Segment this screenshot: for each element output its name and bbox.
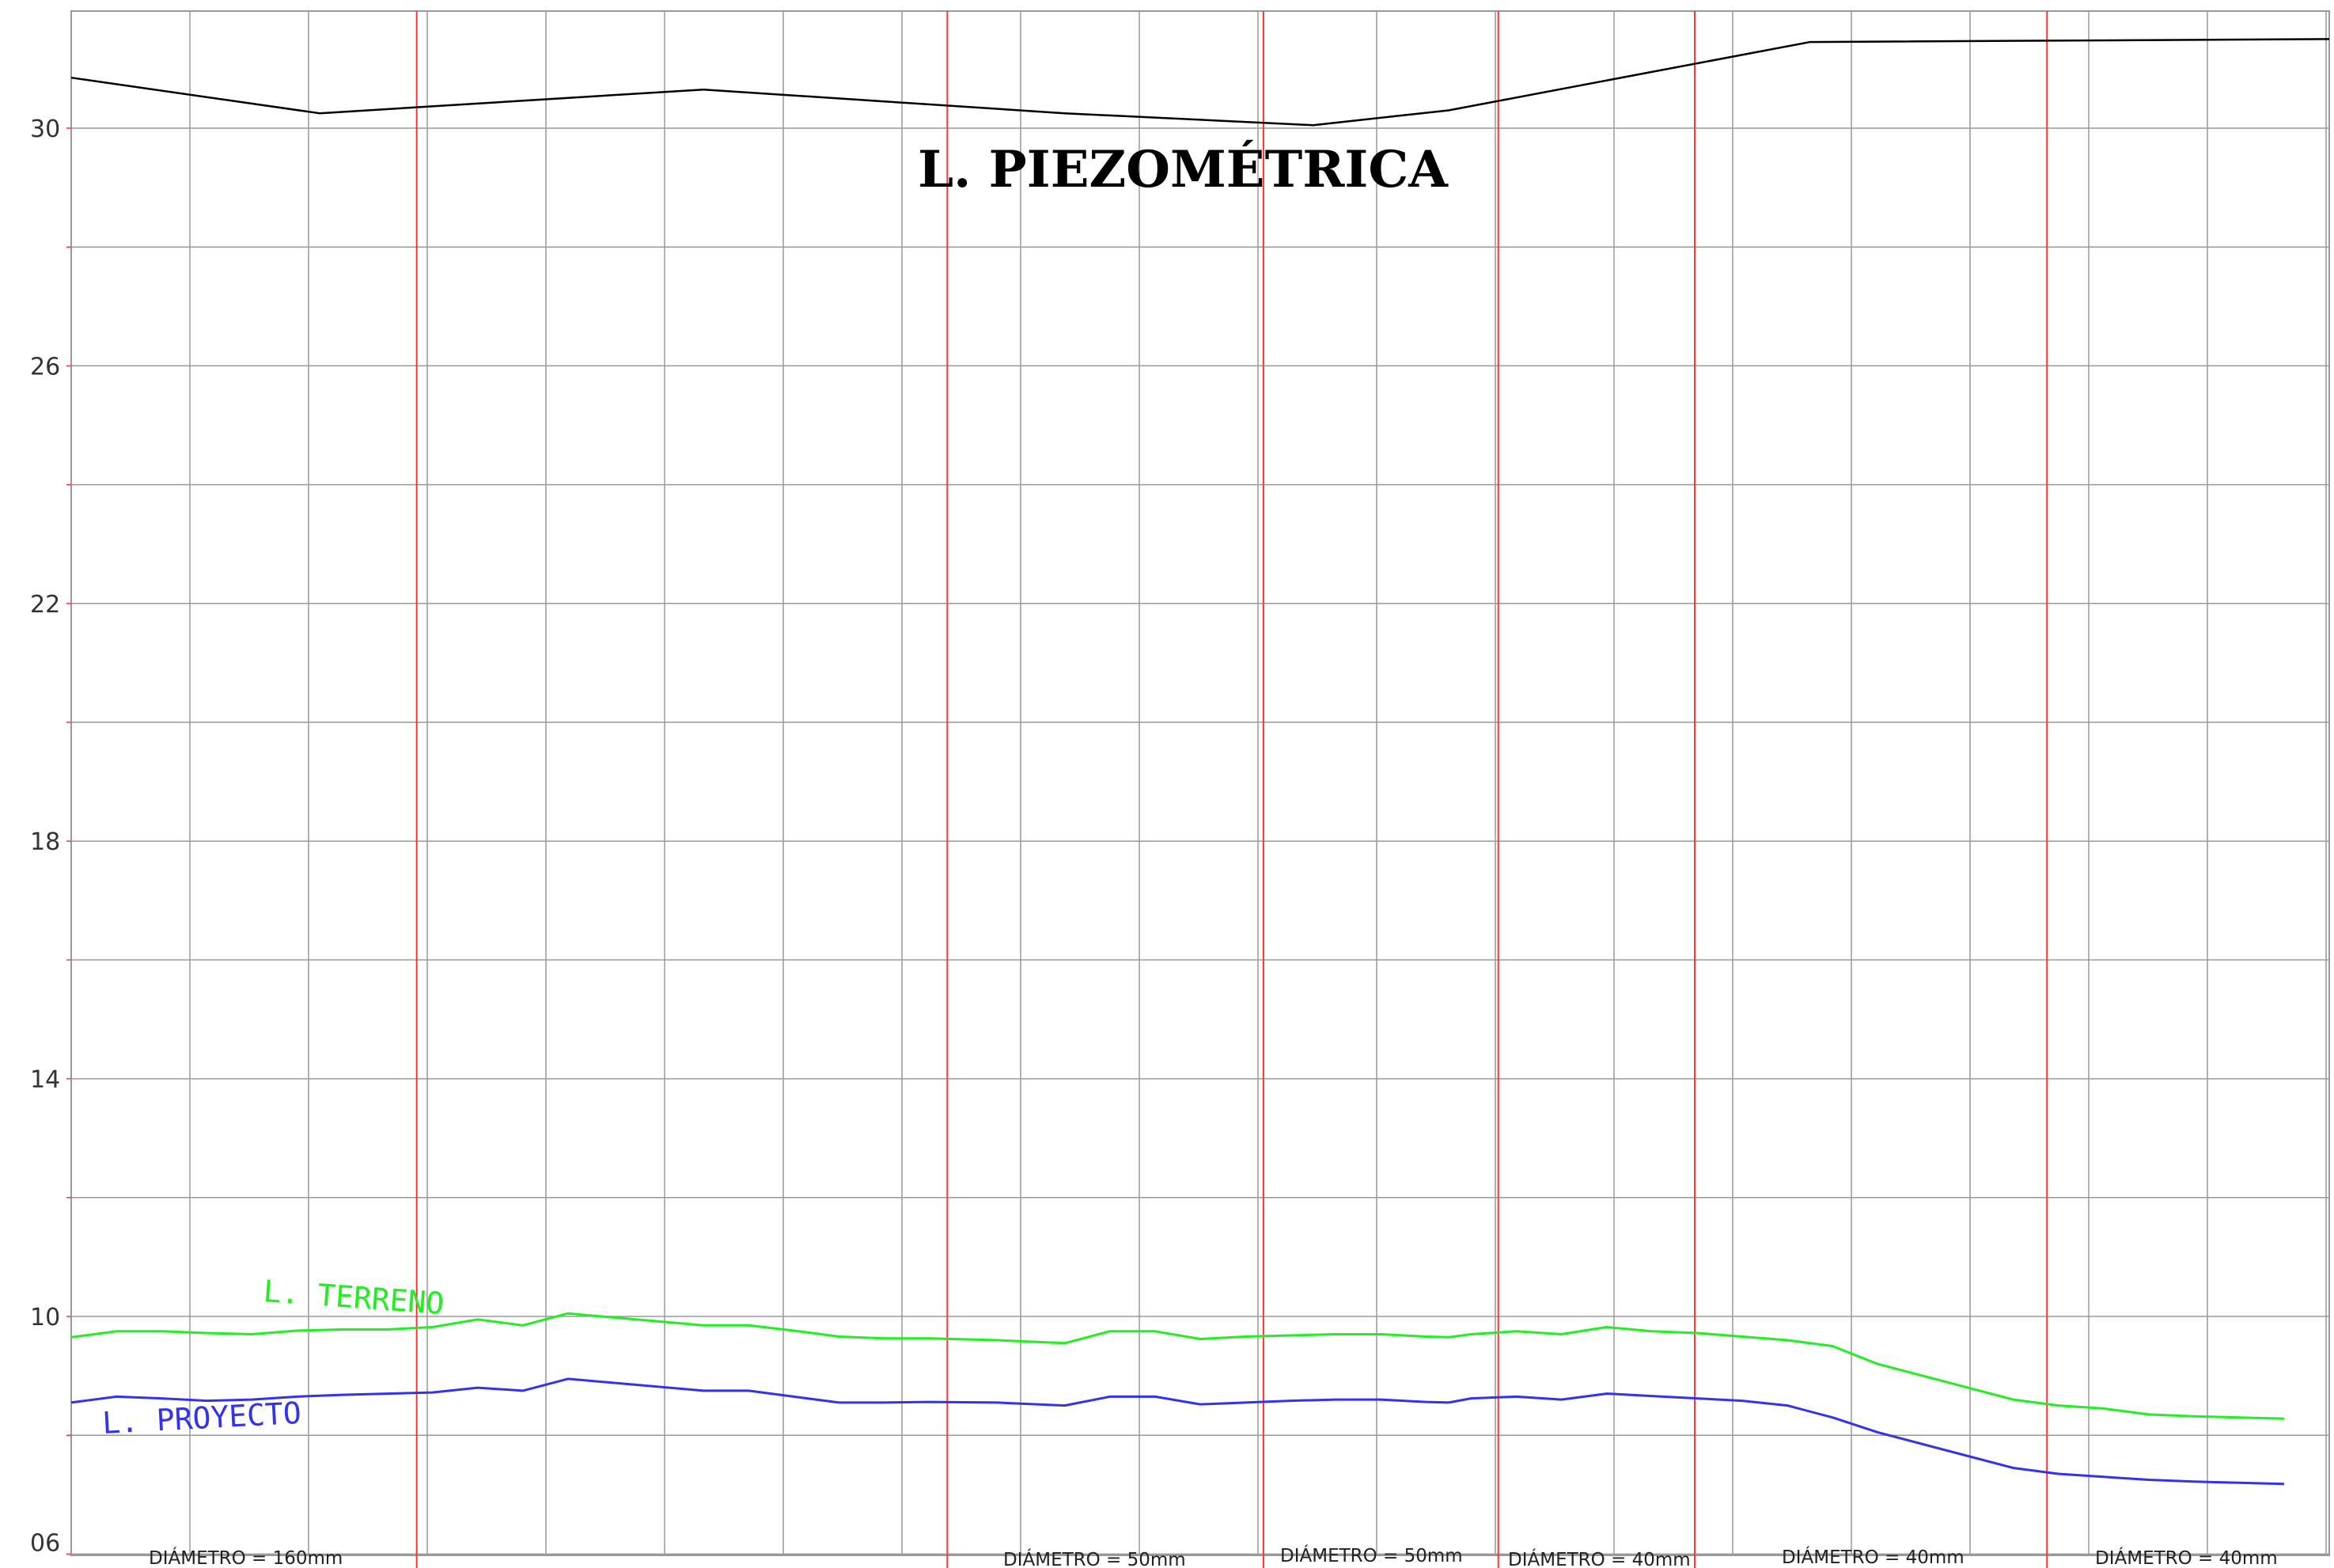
diameter-labels: DIÁMETRO = 160mm DIÁMETRO = 50mm DIÁMETR… xyxy=(149,1544,2278,1568)
y-axis-tick-labels: 30 26 22 18 14 10 06 xyxy=(30,116,60,1557)
series-line-proyecto xyxy=(70,1377,2284,1486)
y-tick-label: 26 xyxy=(30,353,60,381)
series-line-terreno xyxy=(70,1312,2284,1420)
diameter-label: DIÁMETRO = 40mm xyxy=(2095,1547,2278,1568)
section-break-lines xyxy=(415,11,2048,1568)
y-tick-label: 10 xyxy=(30,1304,60,1331)
diameter-label: DIÁMETRO = 40mm xyxy=(1508,1548,1691,1568)
y-tick-label: 14 xyxy=(30,1066,60,1094)
diameter-label: DIÁMETRO = 40mm xyxy=(1782,1546,1965,1568)
series-line-piezometrica xyxy=(70,38,2330,127)
y-tick-label: 18 xyxy=(30,828,60,856)
y-tick-label: 30 xyxy=(30,116,60,143)
diameter-label: DIÁMETRO = 160mm xyxy=(149,1547,343,1568)
grid xyxy=(66,10,2330,1556)
y-tick-label: 22 xyxy=(30,591,60,619)
profile-lines xyxy=(70,38,2330,1486)
y-tick-label: 06 xyxy=(30,1529,60,1557)
grid-frame xyxy=(70,10,2330,1556)
diameter-label: DIÁMETRO = 50mm xyxy=(1003,1548,1186,1568)
title-piezometrica: L. PIEZOMÉTRICA xyxy=(918,140,1449,199)
diameter-label: DIÁMETRO = 50mm xyxy=(1280,1544,1463,1566)
